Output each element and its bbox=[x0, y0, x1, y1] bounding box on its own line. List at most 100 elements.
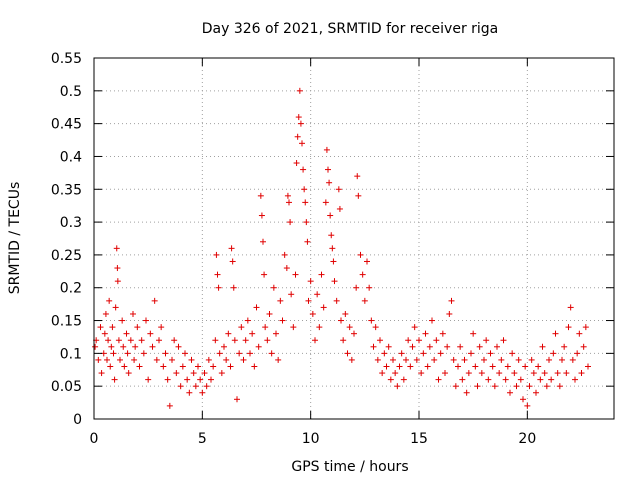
data-point bbox=[251, 363, 258, 370]
data-point bbox=[164, 376, 171, 383]
y-tick-label: 0.45 bbox=[51, 117, 82, 133]
y-axis-label: SRMTID / TECUs bbox=[7, 182, 23, 295]
data-point bbox=[442, 370, 448, 377]
data-point bbox=[325, 166, 331, 173]
data-point bbox=[355, 192, 362, 199]
data-point bbox=[576, 330, 583, 337]
y-tick-label: 0.55 bbox=[51, 51, 82, 67]
data-point bbox=[213, 251, 220, 258]
data-point bbox=[179, 363, 186, 370]
data-point bbox=[273, 330, 279, 337]
data-point bbox=[327, 212, 334, 219]
data-point bbox=[517, 376, 524, 383]
data-point bbox=[489, 363, 496, 370]
data-point bbox=[140, 350, 147, 357]
data-point bbox=[426, 343, 433, 350]
data-point bbox=[253, 304, 260, 311]
data-point bbox=[305, 297, 312, 304]
y-tick-label: 0.3 bbox=[60, 215, 82, 231]
data-point bbox=[182, 350, 188, 357]
data-point bbox=[218, 370, 225, 377]
data-point bbox=[335, 186, 342, 193]
data-point bbox=[258, 212, 265, 219]
data-point bbox=[304, 238, 311, 245]
data-point bbox=[117, 356, 123, 363]
data-point bbox=[151, 297, 158, 304]
data-point bbox=[494, 343, 500, 350]
data-point bbox=[585, 363, 591, 370]
data-point bbox=[295, 114, 302, 121]
data-point bbox=[329, 245, 336, 252]
data-point bbox=[236, 350, 243, 357]
data-point bbox=[227, 363, 234, 370]
data-point bbox=[230, 284, 237, 291]
data-point bbox=[205, 356, 212, 363]
data-point bbox=[275, 356, 282, 363]
data-point bbox=[559, 356, 565, 363]
x-tick-label: 10 bbox=[302, 431, 320, 447]
data-point bbox=[210, 363, 217, 370]
data-point bbox=[190, 370, 197, 377]
data-point bbox=[177, 383, 184, 390]
data-point bbox=[244, 317, 251, 324]
data-point bbox=[270, 284, 277, 291]
data-point bbox=[105, 337, 112, 344]
data-point bbox=[361, 297, 368, 304]
data-point bbox=[153, 356, 160, 363]
data-point bbox=[385, 343, 392, 350]
data-point bbox=[229, 258, 236, 265]
data-point bbox=[420, 350, 427, 357]
data-point bbox=[294, 133, 301, 140]
data-point bbox=[173, 370, 180, 377]
x-tick-label: 20 bbox=[518, 431, 536, 447]
data-point bbox=[104, 356, 110, 363]
data-point bbox=[346, 324, 353, 331]
data-point bbox=[216, 350, 223, 357]
data-point bbox=[106, 297, 113, 304]
data-point bbox=[567, 304, 574, 311]
data-point bbox=[323, 146, 330, 153]
data-point bbox=[569, 356, 576, 363]
data-point bbox=[580, 343, 587, 350]
x-tick-label: 0 bbox=[90, 431, 99, 447]
data-point bbox=[296, 87, 303, 94]
data-point bbox=[299, 140, 305, 147]
data-point bbox=[504, 363, 511, 370]
grid bbox=[94, 58, 614, 419]
data-point bbox=[145, 376, 152, 383]
data-point bbox=[340, 337, 347, 344]
data-point bbox=[109, 324, 116, 331]
data-point bbox=[130, 310, 136, 317]
y-tick-label: 0.5 bbox=[60, 84, 82, 100]
data-point bbox=[98, 370, 105, 377]
data-point bbox=[124, 350, 131, 357]
data-point bbox=[225, 330, 232, 337]
data-point bbox=[387, 376, 394, 383]
data-point bbox=[409, 343, 416, 350]
data-point bbox=[113, 245, 120, 252]
data-point bbox=[158, 324, 165, 331]
data-point bbox=[541, 370, 548, 377]
data-point bbox=[455, 363, 461, 370]
data-point bbox=[485, 376, 492, 383]
data-point bbox=[292, 271, 299, 278]
data-point bbox=[439, 330, 446, 337]
data-point bbox=[546, 356, 552, 363]
data-point bbox=[522, 363, 529, 370]
data-point bbox=[537, 376, 544, 383]
data-point bbox=[228, 245, 235, 252]
data-point bbox=[351, 330, 357, 337]
data-point bbox=[491, 383, 498, 390]
data-point bbox=[511, 370, 518, 377]
data-point bbox=[520, 396, 526, 403]
data-point bbox=[502, 376, 509, 383]
data-point bbox=[300, 166, 307, 173]
data-point bbox=[125, 370, 132, 377]
data-point bbox=[279, 317, 286, 324]
data-point bbox=[203, 383, 210, 390]
data-point bbox=[383, 363, 390, 370]
data-point bbox=[429, 317, 435, 324]
y-tick-label: 0 bbox=[73, 412, 82, 428]
data-point bbox=[316, 324, 323, 331]
data-point bbox=[400, 376, 407, 383]
